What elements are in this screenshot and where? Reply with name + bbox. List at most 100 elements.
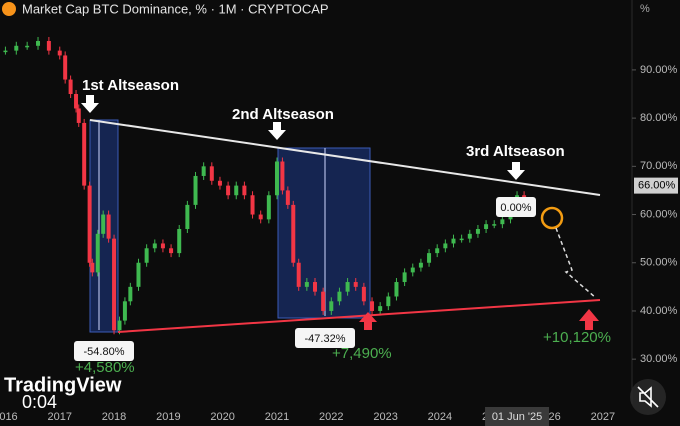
annotation: +10,120% — [543, 329, 611, 346]
candle-body — [258, 214, 263, 220]
candle-body — [361, 286, 366, 302]
candle-body — [25, 45, 30, 48]
x-tick-label: 2024 — [428, 411, 452, 423]
candle-body — [291, 204, 296, 263]
candle-body — [3, 50, 8, 53]
candle-body — [144, 248, 149, 263]
highlight-circle — [540, 206, 564, 230]
candle-body — [492, 224, 497, 226]
x-tick-label: 2023 — [373, 411, 397, 423]
candle-body — [185, 204, 190, 229]
candle-body — [402, 272, 407, 283]
candle-body — [57, 50, 62, 56]
candle-body — [95, 233, 100, 273]
annotation: 0.00% — [500, 202, 531, 214]
candle-body — [274, 161, 279, 196]
arrow — [579, 309, 599, 330]
candle-body — [285, 190, 290, 205]
candle-body — [345, 282, 350, 292]
y-tick-label: 80.00% — [640, 112, 678, 124]
arrow — [507, 162, 525, 180]
y-tick-label: 30.00% — [640, 353, 678, 365]
candle-body — [234, 185, 239, 196]
y-tick-label: 90.00% — [640, 64, 678, 76]
trend-line — [117, 299, 601, 333]
candles — [3, 36, 535, 335]
candle-body — [82, 122, 87, 186]
chart-title: Market Cap BTC Dominance, % · 1M · CRYPT… — [22, 1, 329, 16]
candle-body — [68, 79, 73, 95]
label-box — [496, 197, 536, 217]
candle-body — [467, 233, 472, 239]
crosshair-box — [485, 407, 550, 426]
candle-body — [250, 195, 255, 215]
candle-body — [160, 243, 165, 249]
crosshair-label: 01 Jun '25 — [492, 411, 542, 423]
x-tick-label: 2019 — [156, 411, 180, 423]
x-tick-label: 2017 — [47, 411, 71, 423]
candle-body — [296, 262, 301, 287]
candle-body — [87, 185, 92, 263]
candle-body — [226, 185, 231, 196]
y-tick-label: 50.00% — [640, 257, 678, 269]
x-tick-label: 2020 — [210, 411, 234, 423]
price-box — [634, 177, 678, 194]
candle-body — [451, 238, 456, 244]
candle-body — [106, 214, 111, 239]
candle-body — [266, 195, 271, 220]
candle-body — [36, 40, 41, 46]
annotation: 3rd Altseason — [466, 143, 565, 160]
annotation: 2nd Altseason — [232, 106, 334, 123]
candle-body — [313, 282, 317, 292]
candle-body — [280, 161, 285, 191]
candle-body — [117, 320, 122, 331]
x-tick-label: 2022 — [319, 411, 343, 423]
candle-body — [101, 214, 106, 234]
trend-line — [89, 119, 601, 196]
y-tick-label: 40.00% — [640, 305, 678, 317]
candle-body — [90, 262, 95, 273]
annotation: +4,580% — [75, 359, 135, 376]
candle-body — [370, 301, 375, 311]
candle-body — [76, 108, 81, 123]
candle-body — [329, 301, 334, 311]
candle-body — [122, 301, 127, 321]
arrow — [81, 95, 99, 113]
candle-body — [459, 238, 464, 241]
video-time: 0:04 — [22, 392, 57, 412]
annotations: 1st Altseason 2nd Altseason 3rd Altseason -… — [75, 77, 611, 376]
x-tick-label: 2027 — [591, 411, 615, 423]
candle-body — [394, 282, 399, 297]
candle-body — [321, 291, 326, 311]
x-tick-label: 2021 — [265, 411, 289, 423]
candle-body — [177, 228, 182, 254]
candle-body — [217, 180, 222, 186]
candle-body — [418, 262, 423, 268]
x-tick-label: 2016 — [0, 411, 18, 423]
candle-body — [63, 55, 68, 80]
candle-body — [242, 185, 247, 196]
candle-body — [304, 282, 309, 287]
watermark: TradingView — [4, 374, 122, 396]
candle-body — [386, 296, 391, 307]
y-tick-label: 60.00% — [640, 208, 678, 220]
candle-body — [136, 262, 141, 287]
candle-body — [337, 291, 342, 302]
candle-body — [14, 45, 19, 51]
label-box — [74, 341, 134, 361]
annotation: +7,490% — [332, 345, 392, 362]
projection — [555, 227, 597, 299]
price-label: 66.00% — [638, 180, 676, 192]
candle-body — [169, 248, 174, 254]
candle-body — [74, 94, 79, 109]
candle-body — [46, 40, 51, 51]
candle-body — [435, 248, 440, 254]
candle-body — [193, 175, 198, 205]
candle-body — [410, 267, 415, 273]
annotation: -47.32% — [305, 333, 346, 345]
candle-body — [209, 166, 214, 181]
arrow — [268, 122, 286, 140]
candle-body — [500, 219, 505, 225]
